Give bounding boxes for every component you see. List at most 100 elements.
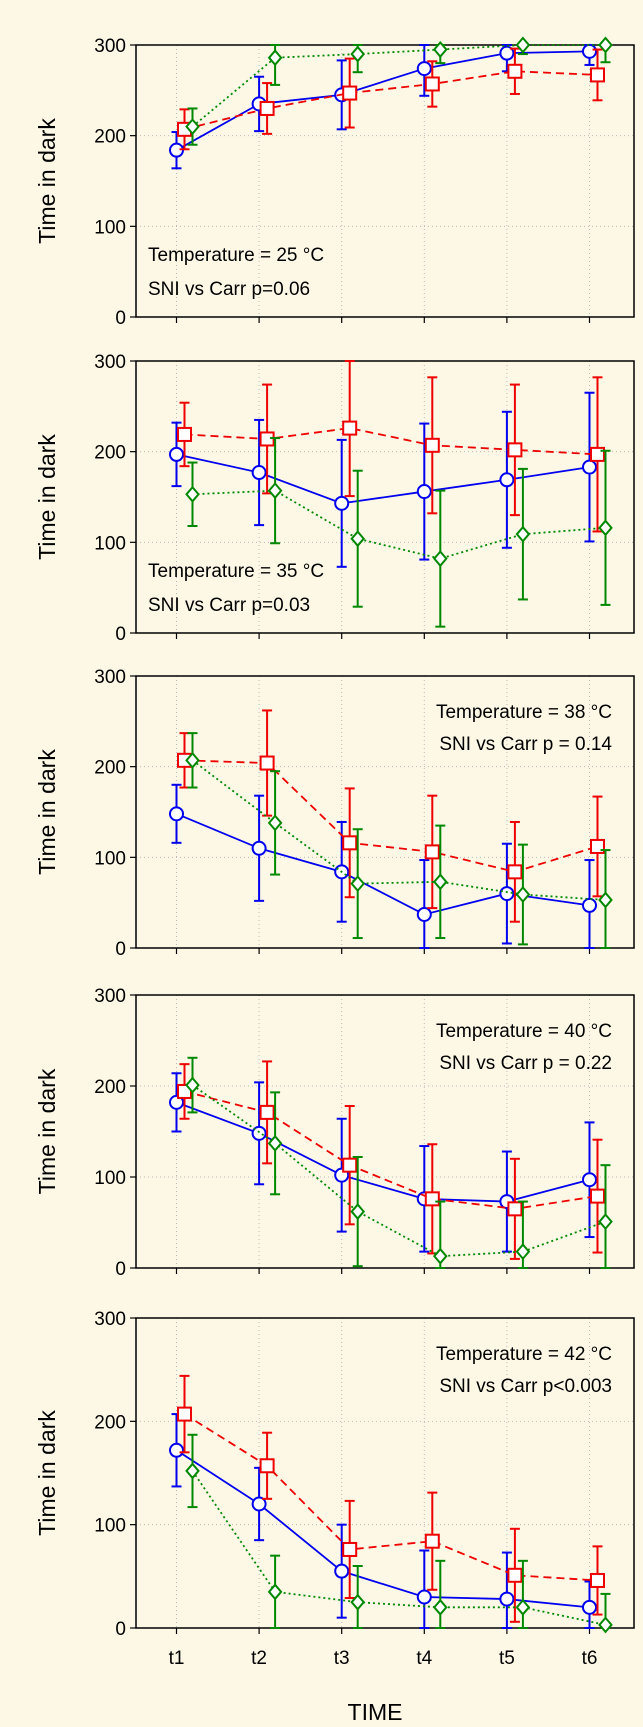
data-point-circle <box>416 1589 432 1605</box>
annotation-line-2: SNI vs Carr p=0.06 <box>148 279 310 300</box>
data-point-diamond <box>598 891 613 909</box>
series-2 <box>177 360 605 533</box>
data-point-diamond <box>185 1076 200 1094</box>
data-point-circle <box>251 840 267 856</box>
series-line <box>191 759 606 901</box>
series-line <box>184 1413 598 1582</box>
data-point-circle <box>251 465 267 481</box>
series-2 <box>177 709 605 923</box>
data-point-circle <box>169 806 184 822</box>
series-line <box>184 759 598 873</box>
data-point-diamond <box>432 1247 448 1265</box>
data-point-diamond <box>350 1203 366 1221</box>
data-point-circle <box>582 1599 597 1615</box>
data-point-circle <box>499 472 515 488</box>
data-point-square <box>507 1567 523 1583</box>
x-tick-label: t6 <box>582 1648 598 1669</box>
annotation-line-1: Temperature = 35 °C <box>148 561 324 582</box>
data-point-diamond <box>350 530 366 548</box>
series-2 <box>177 1060 605 1260</box>
y-tick-label: 300 <box>94 1309 126 1330</box>
series-line <box>191 1470 606 1626</box>
data-point-circle <box>334 495 350 511</box>
series-3 <box>185 732 613 949</box>
chart-panel-3: 0 100 200 300 Time in dark Temperature = 38 °… <box>34 667 635 960</box>
data-point-square <box>424 844 440 860</box>
chart-panel-5: 0 100 200 300 t1 t2 t3 t4 t5 t6 Time in dark TIME Te… <box>34 1309 635 1725</box>
series-line <box>192 489 606 560</box>
data-point-diamond <box>432 1598 448 1616</box>
data-point-square <box>342 420 358 436</box>
y-axis-label: Time in dark <box>34 1068 60 1194</box>
y-tick-label: 0 <box>115 1619 126 1640</box>
data-point-diamond <box>350 1593 366 1611</box>
plot-frame <box>135 1317 635 1629</box>
data-point-square <box>259 1458 275 1474</box>
plot-frame <box>135 44 635 318</box>
series-2 <box>177 1374 605 1623</box>
data-point-diamond <box>515 525 531 543</box>
series-line <box>176 50 590 151</box>
data-point-diamond <box>598 1616 613 1634</box>
data-point-circle <box>169 446 184 462</box>
series-line <box>176 812 590 916</box>
data-point-diamond <box>515 1598 531 1616</box>
data-point-circle <box>582 43 597 59</box>
data-point-square <box>177 426 192 442</box>
data-point-square <box>590 1572 605 1588</box>
data-point-circle <box>499 45 515 61</box>
annotation-line-1: Temperature = 25 °C <box>148 245 324 266</box>
data-point-diamond <box>598 519 613 537</box>
data-point-diamond <box>432 40 448 59</box>
data-point-circle <box>582 459 597 475</box>
y-tick-label: 100 <box>94 848 126 869</box>
y-tick-label: 300 <box>94 36 126 57</box>
data-point-square <box>424 76 440 92</box>
y-axis-label: Time in dark <box>34 1410 60 1536</box>
x-axis-label: TIME <box>348 1699 403 1725</box>
y-tick-label: 0 <box>115 308 126 329</box>
y-tick-label: 100 <box>94 1516 126 1537</box>
data-point-square <box>259 1104 275 1120</box>
series-line <box>191 44 606 128</box>
data-point-circle <box>169 1442 184 1458</box>
annotation-line-1: Temperature = 42 °C <box>436 1344 612 1365</box>
y-tick-label: 100 <box>94 217 126 238</box>
y-tick-label: 0 <box>115 1259 126 1280</box>
series-line <box>184 427 598 456</box>
y-tick-label: 300 <box>94 667 126 688</box>
y-tick-label: 200 <box>94 758 126 779</box>
annotation-line-1: Temperature = 38 °C <box>436 702 612 723</box>
x-tick-label: t2 <box>251 1648 267 1669</box>
series-line <box>176 1449 590 1609</box>
series-line <box>191 1084 606 1258</box>
series-3 <box>185 1056 613 1269</box>
chart-panel-2: 0 100 200 300 Time in dark Temperature = 35 °… <box>34 352 635 645</box>
series-3 <box>185 36 613 146</box>
plot-frame <box>135 675 635 949</box>
data-point-circle <box>251 1125 267 1141</box>
y-tick-label: 0 <box>115 624 126 645</box>
data-point-diamond <box>267 482 283 500</box>
data-point-diamond <box>432 873 448 891</box>
data-point-diamond <box>432 550 448 568</box>
data-point-square <box>424 1533 440 1549</box>
data-point-diamond <box>185 118 200 136</box>
series-2 <box>177 47 605 151</box>
x-tick-label: t1 <box>169 1648 185 1669</box>
data-point-square <box>424 1191 440 1207</box>
series-line <box>184 70 598 131</box>
data-point-square <box>342 1157 358 1173</box>
annotation-line-2: SNI vs Carr p = 0.14 <box>439 734 612 755</box>
data-point-diamond <box>515 1243 531 1261</box>
plot-frame <box>135 360 635 634</box>
data-point-diamond <box>267 49 283 67</box>
data-point-square <box>424 437 440 453</box>
data-point-square <box>507 864 523 880</box>
data-point-circle <box>582 897 597 913</box>
x-tick-label: t3 <box>334 1648 350 1669</box>
data-point-square <box>507 442 523 458</box>
y-tick-label: 200 <box>94 1077 126 1098</box>
data-point-circle <box>334 1563 350 1579</box>
